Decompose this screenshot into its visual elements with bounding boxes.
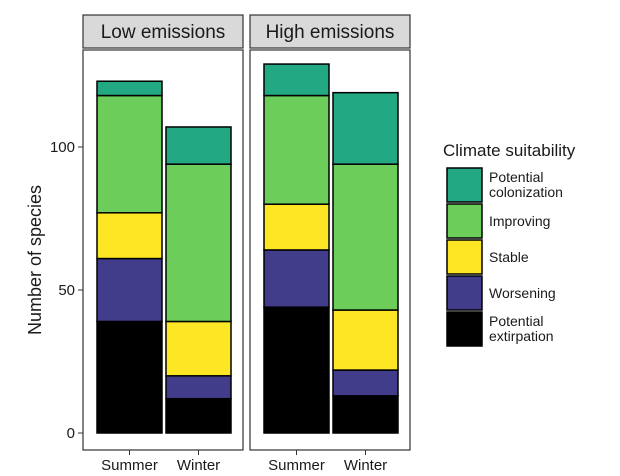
facet-strip-label: High emissions	[266, 22, 395, 43]
x-tick-label: Summer	[268, 457, 325, 474]
legend-label-potential-extirpation: Potential	[489, 313, 543, 329]
bar-segment-stable-summer	[263, 203, 330, 251]
bar-segment-improving-summer	[263, 94, 330, 205]
y-tick-label: 50	[58, 282, 75, 299]
facet-panel-high-emissions: High emissions Summer Winter	[249, 14, 411, 474]
bar-segment-stable-winter	[165, 320, 232, 377]
legend-key-worsening	[446, 275, 483, 311]
bar-segment-potential-colonization-summer	[263, 63, 330, 97]
legend-label-potential-colonization: Potential	[489, 169, 543, 185]
bar-segment-potential-colonization-winter	[165, 126, 232, 165]
facet-strip	[249, 14, 411, 49]
legend-label-worsening: Worsening	[489, 285, 556, 301]
legend-key-improving	[446, 203, 483, 239]
bar-segment-potential-extirpation-summer	[263, 306, 330, 434]
bar-segment-worsening-summer	[96, 257, 163, 323]
legend-key-potential-extirpation	[446, 311, 483, 347]
y-tick-label: 100	[50, 139, 75, 156]
legend-label-improving: Improving	[489, 213, 550, 229]
bar-segment-stable-winter	[332, 309, 399, 371]
y-tick-label: 0	[67, 425, 75, 442]
bar-segment-improving-winter	[165, 163, 232, 323]
facet-panel-low-emissions: Low emissions Summer Winter	[82, 14, 244, 474]
bar-segment-potential-colonization-winter	[332, 91, 399, 165]
facet-strip	[82, 14, 244, 49]
bar-segment-worsening-winter	[332, 369, 399, 397]
facet-strip-label: Low emissions	[101, 22, 226, 43]
legend-key-stable	[446, 239, 483, 275]
y-axis-title: Number of species	[25, 185, 45, 335]
bar-segment-improving-summer	[96, 94, 163, 214]
legend-label-stable: Stable	[489, 249, 529, 265]
legend-key-potential-colonization	[446, 167, 483, 203]
legend-label-potential-colonization-line2: colonization	[489, 184, 563, 200]
bar-segment-improving-winter	[332, 163, 399, 311]
bar-segment-potential-colonization-summer	[96, 80, 163, 97]
legend-title: Climate suitability	[443, 141, 576, 160]
legend-label-potential-extirpation-line2: extirpation	[489, 328, 554, 344]
bar-segment-potential-extirpation-summer	[96, 320, 163, 434]
bar-segment-worsening-winter	[165, 375, 232, 400]
legend: Climate suitabilityPotentialcolonization…	[443, 141, 576, 347]
y-axis: 0 50 100	[50, 139, 83, 442]
x-tick-label: Winter	[177, 457, 220, 474]
bar-segment-potential-extirpation-winter	[165, 397, 232, 434]
bar-segment-stable-summer	[96, 212, 163, 260]
x-tick-label: Summer	[101, 457, 158, 474]
facet-panels: Low emissions Summer Winter High emissions S…	[82, 14, 411, 474]
bar-segment-worsening-summer	[263, 249, 330, 308]
bar-segment-potential-extirpation-winter	[332, 395, 399, 434]
x-tick-label: Winter	[344, 457, 387, 474]
